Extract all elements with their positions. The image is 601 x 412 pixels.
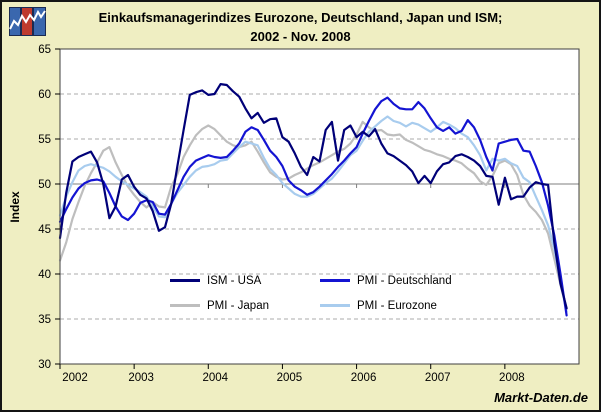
y-tick-label: 55 xyxy=(38,134,51,146)
y-tick-label: 45 xyxy=(38,224,51,236)
x-tick-label: 2002 xyxy=(62,372,88,384)
y-tick-label: 50 xyxy=(38,179,51,191)
chart-title-line1: Einkaufsmanagerindizes Eurozone, Deutsch… xyxy=(98,10,503,25)
chart-title: Einkaufsmanagerindizes Eurozone, Deutsch… xyxy=(2,8,599,46)
x-tick-label: 2007 xyxy=(425,372,451,384)
y-tick-label: 30 xyxy=(38,359,51,371)
chart-title-line2: 2002 - Nov. 2008 xyxy=(250,29,351,44)
logo-icon xyxy=(9,7,46,36)
legend-swatch xyxy=(320,279,350,282)
legend-label: PMI - Deutschland xyxy=(357,274,452,287)
x-tick-label: 2004 xyxy=(202,372,228,384)
legend: ISM - USA PMI - Deutschland PMI - Japan PMI… xyxy=(170,268,470,318)
plot-border xyxy=(59,48,580,365)
x-tick-label: 2003 xyxy=(128,372,154,384)
legend-swatch xyxy=(320,304,350,307)
legend-row: ISM - USA PMI - Deutschland xyxy=(170,268,470,293)
watermark: Markt-Daten.de xyxy=(494,390,588,405)
legend-item-ism-usa: ISM - USA xyxy=(170,275,320,287)
series-line-pmi-eurozone xyxy=(58,115,568,313)
legend-item-pmi-eurozone: PMI - Eurozone xyxy=(320,300,470,312)
y-tick-label: 40 xyxy=(38,269,51,281)
legend-label: PMI - Japan xyxy=(207,299,269,312)
x-tick-label: 2008 xyxy=(499,372,525,384)
series-line-ism-usa xyxy=(58,82,568,310)
legend-item-pmi-deutschland: PMI - Deutschland xyxy=(320,275,470,287)
y-tick-label: 60 xyxy=(38,89,51,101)
legend-item-pmi-japan: PMI - Japan xyxy=(170,300,320,312)
legend-row: PMI - Japan PMI - Eurozone xyxy=(170,293,470,318)
y-tick-label: 65 xyxy=(38,44,51,56)
legend-swatch xyxy=(170,279,200,282)
x-tick-label: 2006 xyxy=(351,372,377,384)
site-logo xyxy=(9,7,46,36)
x-tick-label: 2005 xyxy=(277,372,303,384)
legend-swatch xyxy=(170,304,200,307)
y-axis-label: Index xyxy=(8,191,22,223)
series-line-pmi-japan xyxy=(58,120,568,311)
series-line-pmi-deutschland xyxy=(58,96,568,317)
legend-label: PMI - Eurozone xyxy=(357,299,437,312)
legend-label: ISM - USA xyxy=(207,274,262,287)
y-tick-label: 35 xyxy=(38,314,51,326)
